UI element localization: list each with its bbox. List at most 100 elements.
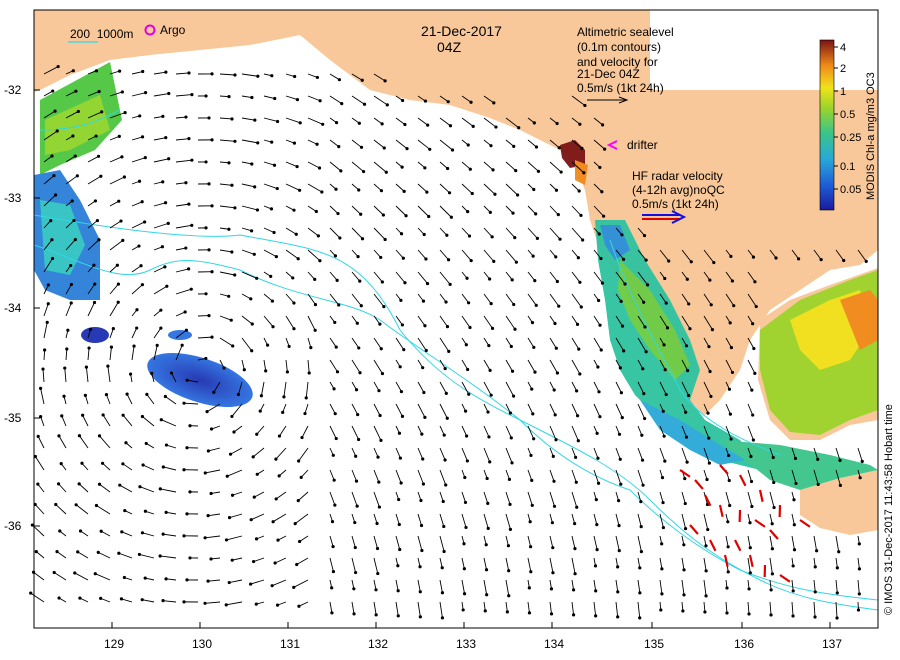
velocity-arrowhead bbox=[49, 219, 53, 223]
velocity-arrowhead bbox=[59, 461, 63, 466]
velocity-arrow bbox=[329, 95, 342, 105]
velocity-arrowhead bbox=[273, 96, 277, 101]
velocity-arrow bbox=[769, 557, 773, 574]
velocity-arrow bbox=[175, 224, 192, 229]
velocity-arrow bbox=[439, 227, 448, 236]
velocity-arrow bbox=[681, 513, 687, 529]
velocity-arrowhead bbox=[206, 449, 210, 453]
velocity-arrowhead bbox=[93, 282, 97, 286]
velocity-arrowhead bbox=[313, 303, 318, 307]
velocity-arrowhead bbox=[428, 147, 432, 151]
velocity-arrow bbox=[725, 403, 731, 415]
velocity-arrowhead bbox=[295, 97, 300, 102]
velocity-arrow bbox=[637, 601, 641, 618]
velocity-arrowhead bbox=[619, 482, 623, 486]
velocity-arrow bbox=[373, 359, 383, 374]
velocity-arrowhead bbox=[77, 482, 81, 486]
velocity-arrowhead bbox=[254, 537, 259, 541]
velocity-arrow bbox=[153, 285, 168, 295]
hf-radar-arrow bbox=[734, 539, 742, 552]
velocity-arrowhead bbox=[69, 301, 73, 305]
velocity-arrow bbox=[461, 183, 473, 194]
velocity-arrow bbox=[505, 359, 513, 372]
velocity-arrowhead bbox=[120, 530, 124, 534]
velocity-arrowhead bbox=[141, 463, 145, 467]
velocity-arrowhead bbox=[275, 603, 280, 607]
velocity-arrow bbox=[549, 425, 557, 440]
velocity-arrowhead bbox=[140, 135, 145, 139]
velocity-arrowhead bbox=[403, 281, 407, 285]
velocity-arrowhead bbox=[293, 522, 297, 526]
velocity-arrow bbox=[219, 139, 235, 142]
isobath-shelf bbox=[609, 239, 781, 456]
velocity-arrow bbox=[131, 221, 145, 229]
velocity-arrowhead bbox=[683, 526, 688, 531]
velocity-arrowhead bbox=[510, 278, 514, 282]
velocity-arrow bbox=[703, 359, 711, 372]
velocity-arrowhead bbox=[335, 278, 339, 282]
velocity-arrow bbox=[65, 239, 76, 251]
velocity-arrowhead bbox=[399, 389, 404, 394]
velocity-arrow bbox=[417, 183, 428, 193]
velocity-arrowhead bbox=[159, 326, 163, 330]
velocity-arrow bbox=[65, 175, 78, 185]
y-tick-label: -33 bbox=[4, 191, 22, 205]
velocity-arrow bbox=[439, 271, 451, 285]
velocity-arrow bbox=[56, 551, 67, 559]
velocity-arrow bbox=[175, 268, 189, 273]
velocity-arrowhead bbox=[225, 474, 229, 478]
velocity-arrowhead bbox=[529, 545, 533, 549]
velocity-arrow bbox=[299, 535, 309, 542]
velocity-arrow bbox=[373, 425, 382, 441]
velocity-arrowhead bbox=[117, 551, 121, 555]
velocity-arrowhead bbox=[182, 534, 186, 538]
velocity-arrowhead bbox=[639, 524, 643, 529]
velocity-arrowhead bbox=[70, 199, 74, 203]
velocity-arrowhead bbox=[424, 257, 428, 261]
velocity-arrowhead bbox=[233, 73, 237, 77]
velocity-arrowhead bbox=[857, 567, 862, 571]
velocity-arrowhead bbox=[445, 416, 449, 420]
velocity-arrowhead bbox=[553, 321, 557, 326]
velocity-arrow bbox=[241, 315, 253, 325]
velocity-arrowhead bbox=[333, 503, 337, 507]
velocity-arrowhead bbox=[527, 611, 532, 615]
velocity-arrowhead bbox=[616, 590, 620, 594]
argo-marker-icon bbox=[144, 24, 156, 36]
velocity-arrow bbox=[153, 202, 166, 207]
velocity-arrow bbox=[274, 557, 287, 564]
velocity-arrow bbox=[163, 600, 177, 603]
velocity-arrowhead bbox=[333, 412, 337, 416]
velocity-arrowhead bbox=[467, 301, 471, 305]
velocity-arrowhead bbox=[123, 508, 127, 513]
colorbar-tick: 0.5 bbox=[840, 109, 855, 121]
velocity-arrowhead bbox=[353, 545, 357, 550]
velocity-arrowhead bbox=[532, 345, 536, 349]
velocity-arrow bbox=[835, 447, 841, 461]
velocity-arrowhead bbox=[359, 304, 363, 308]
velocity-arrow bbox=[725, 601, 728, 613]
velocity-arrow bbox=[835, 535, 840, 552]
velocity-arrowhead bbox=[277, 434, 282, 438]
velocity-arrowhead bbox=[331, 453, 335, 457]
velocity-arrowhead bbox=[598, 165, 602, 170]
velocity-arrowhead bbox=[233, 273, 237, 277]
velocity-arrowhead bbox=[273, 561, 277, 565]
velocity-arrow bbox=[241, 249, 255, 255]
velocity-arrow bbox=[43, 155, 53, 163]
velocity-arrowhead bbox=[425, 281, 430, 286]
velocity-arrow bbox=[395, 117, 406, 125]
velocity-arrowhead bbox=[106, 364, 110, 368]
velocity-arrow bbox=[98, 551, 111, 559]
velocity-arrowhead bbox=[686, 393, 691, 398]
velocity-arrow bbox=[505, 557, 510, 571]
velocity-arrow bbox=[637, 425, 643, 436]
velocity-arrowhead bbox=[137, 552, 142, 557]
velocity-arrowhead bbox=[532, 437, 536, 441]
hf-radar-arrow bbox=[739, 474, 747, 487]
velocity-arrowhead bbox=[645, 283, 650, 287]
velocity-arrow bbox=[769, 469, 775, 483]
velocity-arrow bbox=[461, 579, 465, 594]
velocity-arrow bbox=[34, 504, 45, 515]
velocity-arrowhead bbox=[337, 303, 341, 307]
